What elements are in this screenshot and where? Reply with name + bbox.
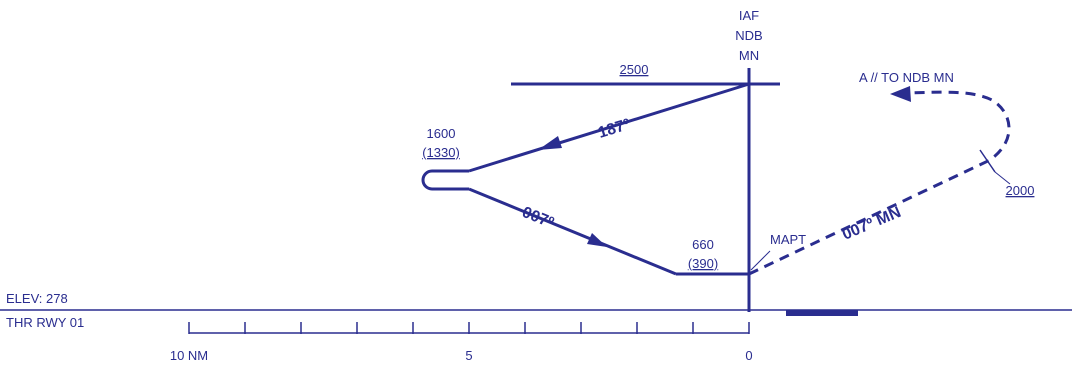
missed-fix-leader (994, 171, 1011, 185)
procedure-turn-loop (421, 169, 469, 191)
missed-approach-path (748, 90, 1011, 276)
missed-altitude-label: 2000 (1006, 183, 1035, 198)
mapt-leader (750, 250, 771, 271)
scale-label-10nm: 10 NM (170, 348, 208, 363)
outbound-arrow (538, 136, 562, 150)
inbound-leg (468, 187, 677, 276)
runway-bar (786, 310, 858, 316)
outbound-course-label: 187º (596, 116, 632, 142)
fix-label-ndb: NDB (735, 28, 762, 43)
scale-label-0: 0 (745, 348, 752, 363)
inbound-arrow (587, 233, 607, 247)
elevation-label: ELEV: 278 (6, 291, 68, 306)
procedure-turn-alt-label: 1600 (427, 126, 456, 141)
missed-hold-label: A // TO NDB MN (859, 70, 954, 85)
inbound-course-label: 007º (520, 204, 557, 232)
altitude-2500-label: 2500 (620, 62, 649, 77)
procedure-turn-height-label: (1330) (422, 145, 460, 160)
fix-label-mn: MN (739, 48, 759, 63)
missed-approach-arrow (890, 86, 911, 102)
mda-height-label: (390) (688, 256, 718, 271)
missed-fix-tick (979, 149, 996, 173)
fix-label-iaf: IAF (739, 8, 759, 23)
scale-label-5: 5 (465, 348, 472, 363)
mda-alt-label: 660 (692, 237, 714, 252)
threshold-label: THR RWY 01 (6, 315, 84, 330)
outbound-leg (468, 82, 750, 173)
mapt-label: MAPT (770, 232, 806, 247)
scale-ticks (188, 322, 750, 334)
missed-course-label: 007º MN (840, 204, 904, 244)
